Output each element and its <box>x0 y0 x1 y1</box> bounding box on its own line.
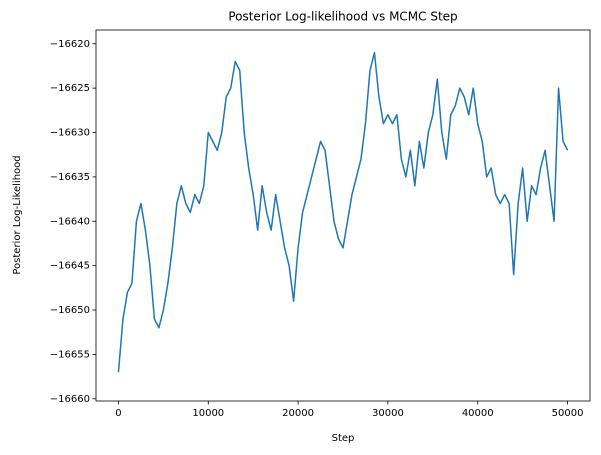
y-tick-label: −16630 <box>50 128 90 139</box>
y-tick-label: −16645 <box>50 261 90 272</box>
y-tick-label: −16635 <box>50 172 90 183</box>
y-tick-label: −16625 <box>50 83 90 94</box>
x-axis-label: Step <box>332 433 355 444</box>
x-tick-label: 10000 <box>192 408 224 419</box>
y-tick-label: −16620 <box>50 39 90 50</box>
x-tick-label: 30000 <box>372 408 404 419</box>
y-axis-label: Posterior Log-Likelihood <box>12 155 23 274</box>
y-tick-label: −16655 <box>50 349 90 360</box>
x-tick-label: 20000 <box>282 408 314 419</box>
y-tick-label: −16660 <box>50 394 90 405</box>
y-tick-label: −16650 <box>50 305 90 316</box>
data-line <box>117 51 569 373</box>
x-tick-label: 50000 <box>552 408 584 419</box>
chart-title: Posterior Log-likelihood vs MCMC Step <box>228 10 457 24</box>
y-tick-label: −16640 <box>50 216 90 227</box>
plot-frame <box>95 29 591 402</box>
x-tick-label: 40000 <box>462 408 494 419</box>
x-tick-label: 0 <box>115 408 121 419</box>
